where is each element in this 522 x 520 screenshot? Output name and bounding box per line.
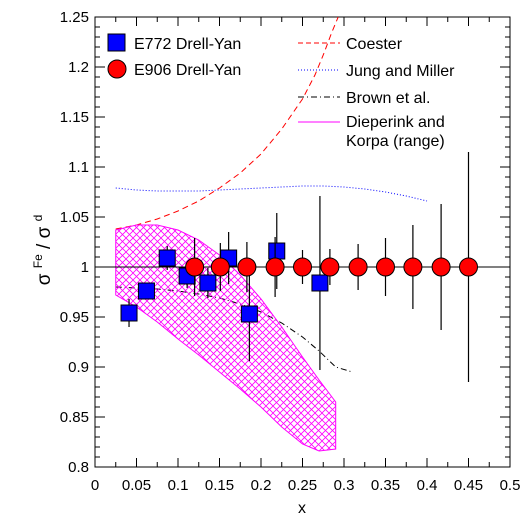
e906-drell-yan-point [293,257,312,277]
e906-drell-yan-point [376,257,395,277]
e906-drell-yan-point [348,257,368,277]
e772-drell-yan-point [240,305,258,323]
legend-brown-label: Brown et al. [346,90,430,107]
x-tick-label: 0.4 [417,477,438,494]
x-axis-label: x [298,500,306,517]
x-tick-label: 0.05 [122,477,151,494]
e772-drell-yan-point [137,282,155,300]
x-tick-label: 0 [91,477,99,494]
y-axis-label-sigma-2: σ [34,226,55,238]
e906-drell-yan-point [320,257,340,277]
band-dieperink-and-korpa-range [115,224,337,452]
y-axis-label-slash: / [34,243,55,249]
y-tick-label: 1.2 [68,59,89,76]
x-tick-label: 0.5 [500,477,521,494]
y-axis-label-sigma: σ [34,273,55,285]
e772-drell-yan-point [158,249,176,267]
e906-drell-yan-point [431,257,451,277]
e906-drell-yan-point [265,257,285,277]
ticks-layer: 0 0.05 0.1 0.15 0.2 0.25 0.3 0.35 0.4 0.45 0.5 0.8 0… [60,9,521,494]
x-tick-label: 0.1 [168,477,189,494]
y-tick-label: 0.9 [68,359,89,376]
legend-e772-label: E772 Drell-Yan [134,36,241,53]
e772-drell-yan-point [311,274,329,292]
e906-drell-yan-point [459,257,478,277]
legend-e906-label: E906 Drell-Yan [134,62,241,79]
e772-drell-yan-point [199,274,217,292]
x-tick-label: 0.2 [251,477,272,494]
y-tick-label: 1.15 [60,109,89,126]
x-tick-label: 0.3 [334,477,355,494]
x-tick-label: 0.15 [205,477,234,494]
y-tick-label: 1.05 [60,209,89,226]
x-tick-label: 0.35 [371,477,400,494]
legend-dieperink-label-2: Korpa (range) [346,133,445,150]
y-tick-label: 0.8 [68,459,89,476]
curves-layer [115,17,428,452]
legend-jung-miller-label: Jung and Miller [346,63,455,80]
legend-coester-label: Coester [346,36,403,53]
e906-drell-yan-point [403,257,423,277]
e906-drell-yan-point [210,257,230,277]
e906-drell-yan-point [237,257,257,277]
e906-drell-yan-point [185,257,205,277]
y-axis-label: σ Fe / σ d [26,215,55,286]
curve-coester [115,17,339,230]
y-tick-label: 0.95 [60,309,89,326]
y-tick-label: 0.85 [60,409,89,426]
e772-drell-yan-point [268,242,286,260]
y-axis-label-d: d [31,215,45,222]
legend-dieperink-label-1: Dieperink and [346,114,445,131]
legend-e906-marker [107,59,127,79]
e772-drell-yan-point [120,304,138,322]
legend-e772-marker [107,33,126,52]
y-tick-label: 1.25 [60,9,89,26]
curve-jung-and-miller [115,185,428,202]
points-layer [120,152,478,382]
y-tick-label: 1.1 [68,159,89,176]
y-tick-label: 1 [81,259,89,276]
x-tick-label: 0.25 [288,477,317,494]
y-axis-label-fe: Fe [31,254,45,268]
legend: E772 Drell-Yan E906 Drell-Yan Coester Ju… [107,33,455,150]
x-tick-label: 0.45 [454,477,483,494]
